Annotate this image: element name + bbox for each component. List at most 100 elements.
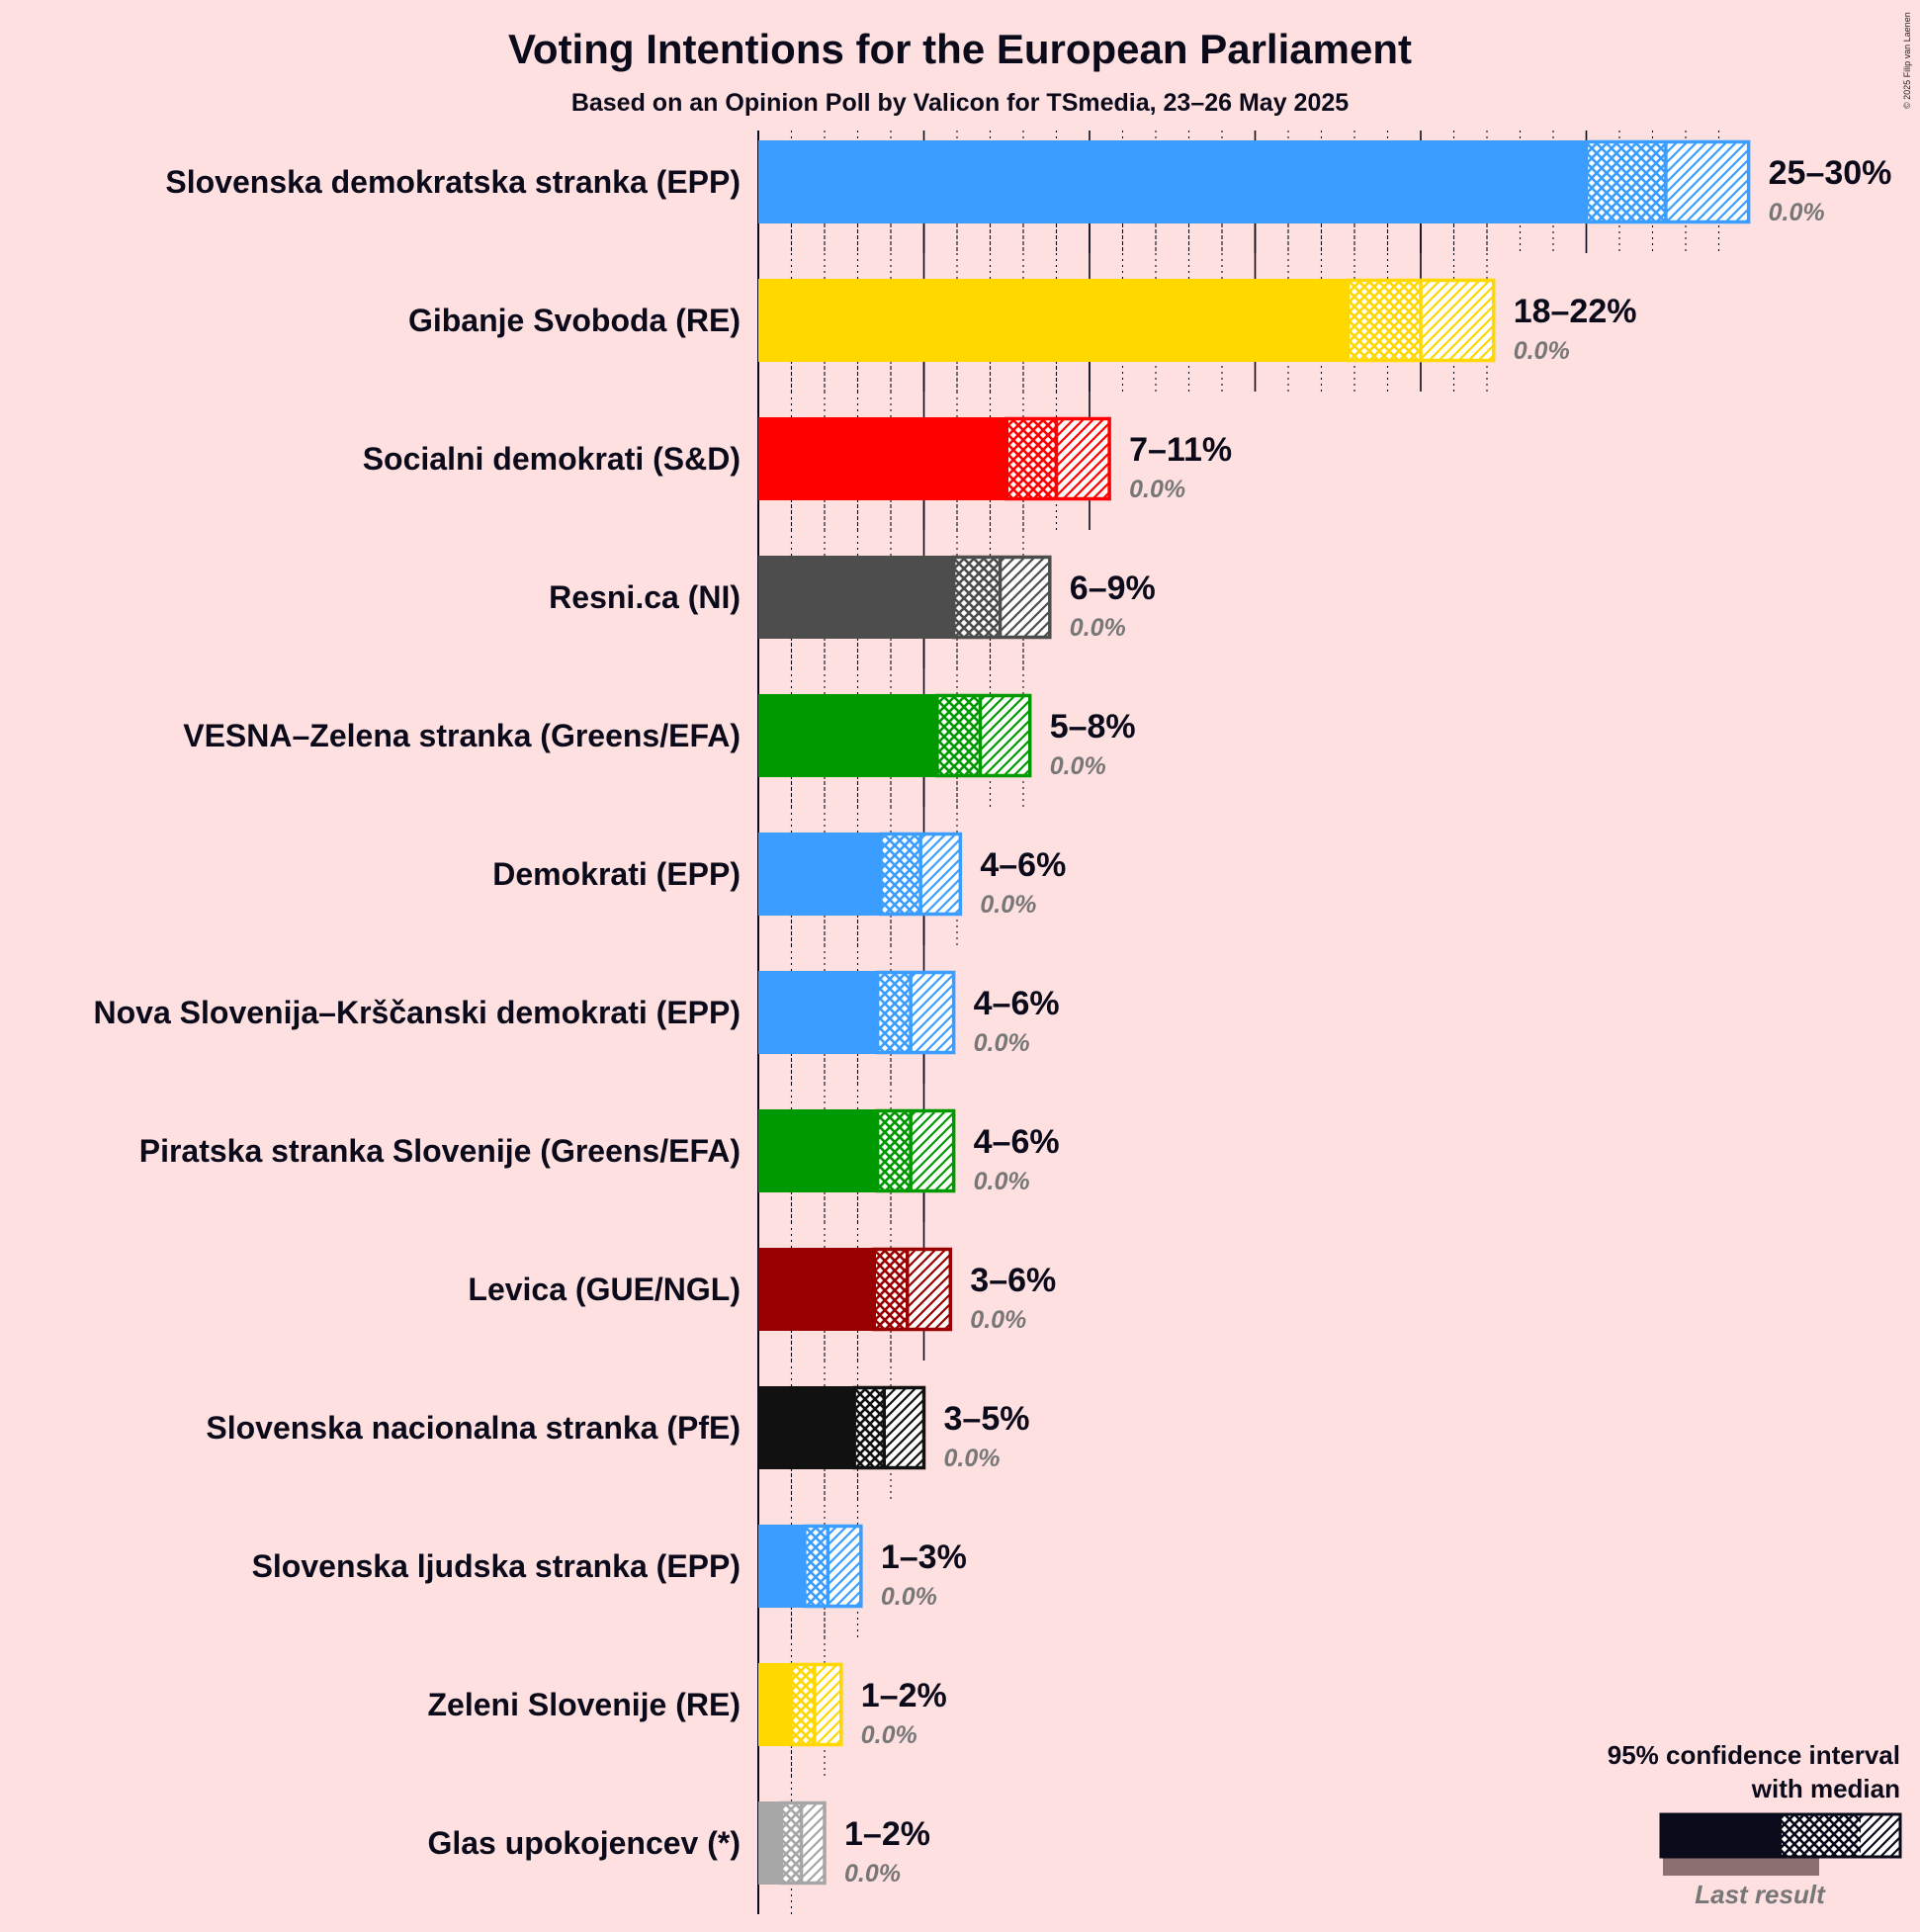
bar-ci-lower — [1006, 417, 1057, 500]
bar-group: Levica (GUE/NGL) 3–6% 0.0% — [468, 1247, 1056, 1334]
party-label: Slovenska demokratska stranka (EPP) — [165, 164, 741, 200]
bars: Slovenska demokratska stranka (EPP) 25–30… — [94, 139, 1892, 1888]
range-label: 6–9% — [1070, 570, 1156, 607]
last-result-label: 0.0% — [1129, 476, 1185, 503]
range-label: 4–6% — [974, 1123, 1060, 1161]
bar-ci-lower — [854, 1386, 885, 1469]
bar-ci-outline — [852, 1385, 926, 1470]
range-label: 4–6% — [980, 846, 1066, 884]
bar-ci-lower — [791, 1663, 815, 1746]
bar-ci-lower — [880, 833, 921, 916]
legend-last-result-bar — [1663, 1856, 1819, 1876]
bar-group: Gibanje Svoboda (RE) 18–22% 0.0% — [408, 278, 1636, 365]
bar-ci-lower — [1586, 140, 1666, 223]
party-label: Glas upokojencev (*) — [427, 1825, 741, 1861]
legend-diagonal-hatch — [1861, 1814, 1900, 1857]
bar-ci-lower — [877, 1109, 912, 1192]
party-label: VESNA–Zelena stranka (Greens/EFA) — [183, 718, 741, 753]
bar-ci-lower — [804, 1525, 829, 1608]
bar-ci-upper — [911, 971, 954, 1054]
bar-solid — [758, 1109, 878, 1192]
legend-solid-bar — [1661, 1814, 1782, 1857]
bar-ci-upper — [1056, 417, 1110, 500]
range-label: 25–30% — [1769, 154, 1892, 192]
bar-ci-lower — [1348, 279, 1421, 362]
bar-solid — [758, 833, 881, 916]
bar-group: Zeleni Slovenije (RE) 1–2% 0.0% — [427, 1662, 947, 1749]
bar-ci-lower — [936, 694, 981, 777]
last-result-label: 0.0% — [980, 891, 1036, 919]
bar-solid — [758, 1248, 875, 1331]
bar-ci-lower — [781, 1801, 802, 1885]
party-label: Demokrati (EPP) — [492, 856, 741, 892]
bar-ci-outline — [875, 1108, 956, 1193]
bar-ci-upper — [980, 694, 1030, 777]
bar-ci-lower — [953, 556, 1001, 639]
legend-outline — [1659, 1812, 1902, 1859]
bar-ci-outline — [875, 970, 956, 1055]
legend-cross-hatch — [1782, 1814, 1861, 1857]
last-result-label: 0.0% — [844, 1860, 901, 1888]
bar-ci-upper — [828, 1525, 861, 1608]
bar-ci-upper — [1421, 279, 1494, 362]
last-result-label: 0.0% — [1514, 337, 1570, 365]
bar-ci-lower — [874, 1248, 908, 1331]
legend-title-line1: 95% confidence interval — [1608, 1740, 1900, 1770]
party-label: Gibanje Svoboda (RE) — [408, 303, 741, 338]
range-label: 7–11% — [1129, 431, 1232, 469]
legend-last-result-label: Last result — [1695, 1880, 1826, 1909]
bar-ci-upper — [907, 1248, 951, 1331]
bar-solid — [758, 971, 878, 1054]
bar-group: Slovenska ljudska stranka (EPP) 1–3% 0.0% — [252, 1524, 967, 1611]
bar-group: Nova Slovenija–Krščanski demokrati (EPP)… — [94, 970, 1060, 1057]
bar-solid — [758, 1525, 805, 1608]
last-result-label: 0.0% — [944, 1445, 1001, 1472]
chart-title: Voting Intentions for the European Parli… — [508, 26, 1412, 72]
bar-ci-upper — [1665, 140, 1749, 223]
range-label: 3–6% — [970, 1262, 1056, 1299]
bar-solid — [758, 1386, 855, 1469]
bar-group: Resni.ca (NI) 6–9% 0.0% — [549, 555, 1156, 642]
range-label: 1–2% — [844, 1815, 930, 1853]
last-result-label: 0.0% — [974, 1029, 1030, 1057]
party-label: Resni.ca (NI) — [549, 579, 741, 615]
bar-ci-upper — [911, 1109, 954, 1192]
last-result-label: 0.0% — [861, 1721, 917, 1749]
party-label: Nova Slovenija–Krščanski demokrati (EPP) — [94, 995, 741, 1030]
bar-group: Piratska stranka Slovenije (Greens/EFA) 4… — [139, 1108, 1060, 1195]
bar-group: Demokrati (EPP) 4–6% 0.0% — [492, 832, 1066, 919]
last-result-label: 0.0% — [881, 1583, 937, 1611]
bar-ci-lower — [877, 971, 912, 1054]
range-label: 4–6% — [974, 985, 1060, 1022]
bar-solid — [758, 140, 1587, 223]
bar-solid — [758, 694, 937, 777]
last-result-label: 0.0% — [970, 1306, 1026, 1334]
bar-solid — [758, 556, 954, 639]
bar-solid — [758, 1801, 782, 1885]
legend-title-line2: with median — [1751, 1774, 1900, 1803]
last-result-label: 0.0% — [1050, 752, 1106, 780]
party-label: Slovenska nacionalna stranka (PfE) — [206, 1410, 741, 1446]
bar-group: Socialni demokrati (S&D) 7–11% 0.0% — [363, 416, 1232, 503]
party-label: Levica (GUE/NGL) — [468, 1272, 741, 1307]
last-result-label: 0.0% — [1070, 614, 1126, 642]
bar-ci-upper — [1000, 556, 1050, 639]
bar-ci-outline — [803, 1524, 863, 1609]
bar-ci-upper — [814, 1663, 841, 1746]
last-result-label: 0.0% — [1769, 199, 1825, 226]
bar-solid — [758, 1663, 792, 1746]
bar-ci-upper — [801, 1801, 825, 1885]
bar-ci-upper — [920, 833, 961, 916]
party-label: Slovenska ljudska stranka (EPP) — [252, 1548, 741, 1584]
bar-ci-outline — [872, 1247, 953, 1332]
bar-ci-outline — [935, 693, 1032, 778]
legend: 95% confidence interval with median Last… — [1608, 1740, 1902, 1909]
bar-solid — [758, 279, 1349, 362]
bar-group: Glas upokojencev (*) 1–2% 0.0% — [427, 1800, 930, 1888]
bar-ci-upper — [884, 1386, 924, 1469]
bar-group: Slovenska nacionalna stranka (PfE) 3–5% 0.… — [206, 1385, 1029, 1472]
bar-group: VESNA–Zelena stranka (Greens/EFA) 5–8% 0.0… — [183, 693, 1136, 780]
party-label: Zeleni Slovenije (RE) — [427, 1687, 741, 1722]
party-label: Piratska stranka Slovenije (Greens/EFA) — [139, 1133, 741, 1169]
